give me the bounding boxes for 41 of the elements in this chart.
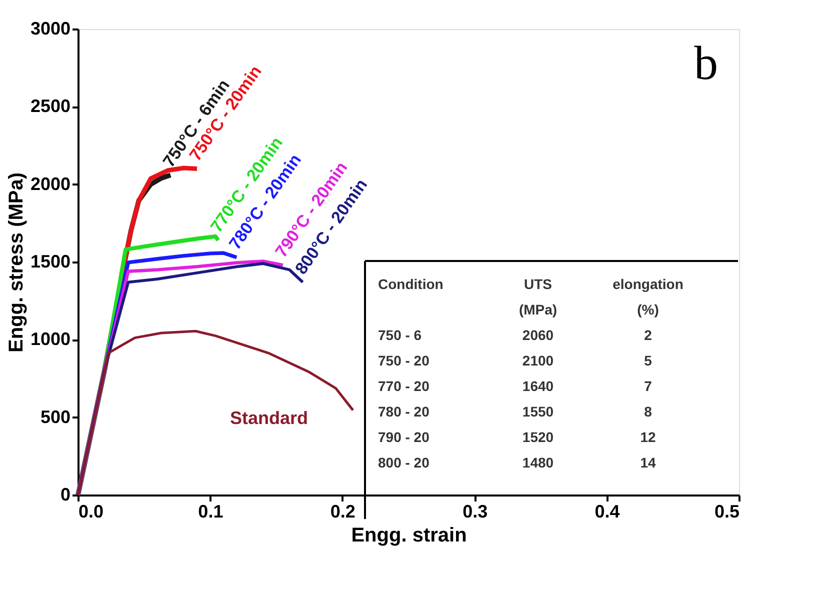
y-tick-label: 2500 [30,96,70,116]
y-tick-label: 500 [40,406,70,427]
annotation: 5 [644,352,652,368]
annotation: 800 - 20 [378,454,430,470]
annotation: 2 [644,327,652,343]
y-tick-label: 3000 [30,18,70,38]
annotation: b [694,37,718,90]
line-series [76,330,354,496]
annotation: UTS [524,276,552,292]
annotation: 12 [640,429,656,445]
series-label: Standard [230,408,308,428]
x-tick-label: 0.0 [78,502,104,522]
y-tick-label: 2000 [30,174,70,194]
y-tick-label: 0 [60,484,70,504]
annotation: 780 - 20 [378,404,430,420]
annotation: (%) [637,302,659,318]
annotation: 1520 [522,429,554,445]
annotation: 2060 [522,327,554,343]
annotation: 790 - 20 [378,429,430,445]
annotation: Condition [378,276,444,292]
x-tick-label: 0.2 [330,502,356,522]
annotation: 2100 [522,352,554,368]
x-axis-title: Engg. strain [351,524,467,546]
x-tick-label: 0.1 [198,502,224,522]
annotation: 750 - 6 [378,327,422,343]
y-axis-title: Engg. stress (MPa) [5,172,28,353]
annotation: (MPa) [518,302,558,318]
annotation: 8 [644,404,652,420]
annotation: elongation [612,276,684,292]
annotation: 1480 [522,454,554,470]
y-tick-label: 1500 [30,252,70,272]
annotation: 1550 [522,404,554,420]
annotation: 7 [644,378,652,394]
x-tick-label: 0.4 [594,502,620,522]
x-tick-label: 0.3 [462,502,488,522]
annotation: 770 - 20 [378,378,430,394]
y-tick-label: 1000 [30,329,70,350]
annotation: 1640 [522,378,554,394]
annotation: 750 - 20 [378,352,430,368]
annotation: 14 [640,454,656,470]
x-tick-label: 0.5 [714,502,740,522]
